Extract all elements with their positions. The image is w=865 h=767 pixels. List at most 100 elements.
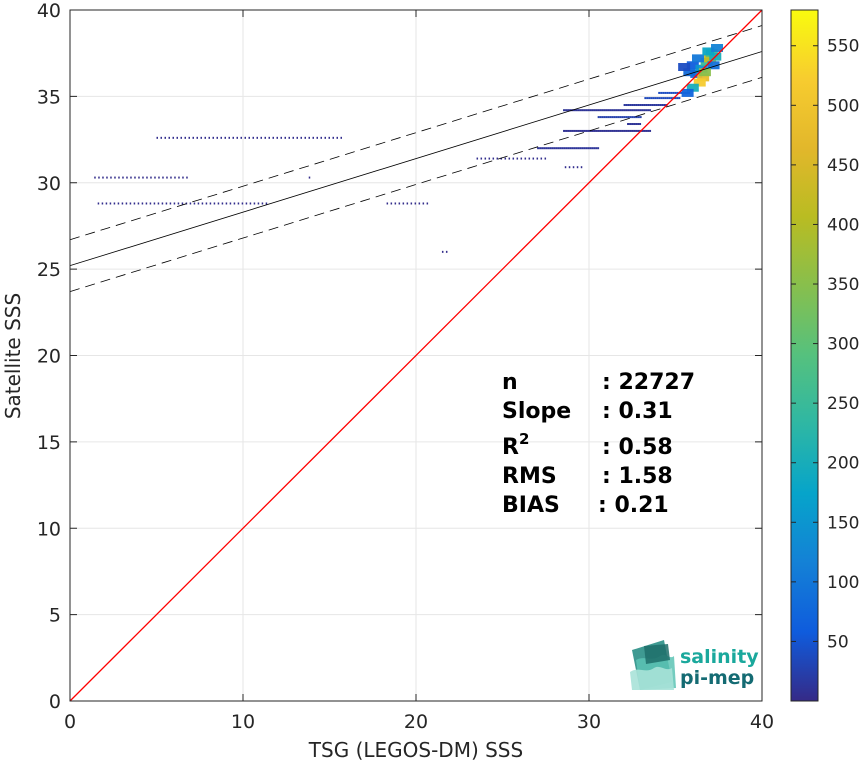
density-cell [601,129,604,132]
density-cell [664,91,667,94]
density-cell [666,91,669,94]
density-cell [666,97,669,100]
density-cell [484,157,487,160]
colorbar-ticks: 50 100 150 200 250 300 350 400 450 500 550 [791,37,859,652]
density-cell [181,202,184,205]
density-cell [545,147,548,150]
density-cell [587,147,590,150]
density-cluster-cell [681,88,694,97]
density-cell [583,129,586,132]
density-cell [605,109,608,112]
density-cell [398,202,401,205]
density-cell [577,147,580,150]
lower-confidence-line [69,76,763,292]
density-cell [394,202,397,205]
density-cell [633,129,636,132]
density-cell [166,176,168,179]
density-cell [160,136,162,139]
density-cell [603,129,606,132]
density-cell [643,109,646,112]
density-cell [633,109,636,112]
density-cell [621,109,624,112]
density-cell [577,129,580,132]
density-cluster-cell [683,68,696,77]
density-cell [643,104,646,107]
density-cell [169,202,172,205]
y-axis-title: Satellite SSS [1,293,25,419]
density-cell [581,109,584,112]
density-cell [674,97,677,100]
density-cell [619,129,622,132]
density-cell [651,104,654,107]
density-cell [559,147,562,150]
y-tick-label: 35 [37,86,61,108]
density-cell [603,109,606,112]
density-cell [674,91,677,94]
density-cell [553,147,556,150]
density-cell [573,129,576,132]
density-cell [496,157,499,160]
density-cell [98,176,100,179]
density-cell [563,147,566,150]
density-cell [126,176,128,179]
density-cell [253,202,256,205]
density-cell [205,202,208,205]
colorbar-tick-label: 500 [827,96,859,116]
density-cell [161,202,164,205]
density-cell [125,202,128,205]
density-cell [500,157,503,160]
density-cell [631,123,634,126]
density-cell [406,202,409,205]
density-cell [649,104,652,107]
x-tick-label: 20 [404,711,428,733]
density-cell [236,136,238,139]
density-cluster-cell [693,78,706,87]
density-cell [549,147,552,150]
density-cell [587,129,590,132]
density-cell [257,202,260,205]
density-cell [617,129,620,132]
density-cell [288,136,290,139]
density-cell [193,202,196,205]
density-cell [607,116,610,119]
density-cell [593,109,596,112]
density-cell [609,116,612,119]
density-cell [101,202,104,205]
density-cell [244,136,246,139]
density-cell [528,157,531,160]
density-cell [241,202,244,205]
density-cluster-cell [686,83,699,92]
density-cell [629,116,632,119]
density-cell [402,202,405,205]
x-tick-label: 40 [750,711,774,733]
colorbar-tick-label: 300 [827,335,859,355]
density-cell [637,116,640,119]
density-cell [597,147,600,150]
density-cell [615,129,618,132]
density-cell [512,157,515,160]
density-cell [615,116,618,119]
density-cell [561,147,564,150]
density-cell [422,202,425,205]
density-cell [601,109,604,112]
y-tick-label: 30 [37,173,61,195]
density-cell [619,116,622,119]
density-cell [593,147,596,150]
density-cell [662,97,665,100]
density-cell [609,129,612,132]
density-cell [660,97,663,100]
density-cell [577,109,580,112]
density-cell [102,176,104,179]
stat-bias-value: : 0.21 [598,493,669,518]
density-cell [573,147,576,150]
density-cell [480,157,483,160]
density-cell [386,202,389,205]
density-cell [320,136,322,139]
density-cell [524,157,527,160]
density-cell [615,109,618,112]
density-cell [208,136,210,139]
density-cell [192,136,194,139]
density-cell [540,157,543,160]
density-cell [571,147,574,150]
